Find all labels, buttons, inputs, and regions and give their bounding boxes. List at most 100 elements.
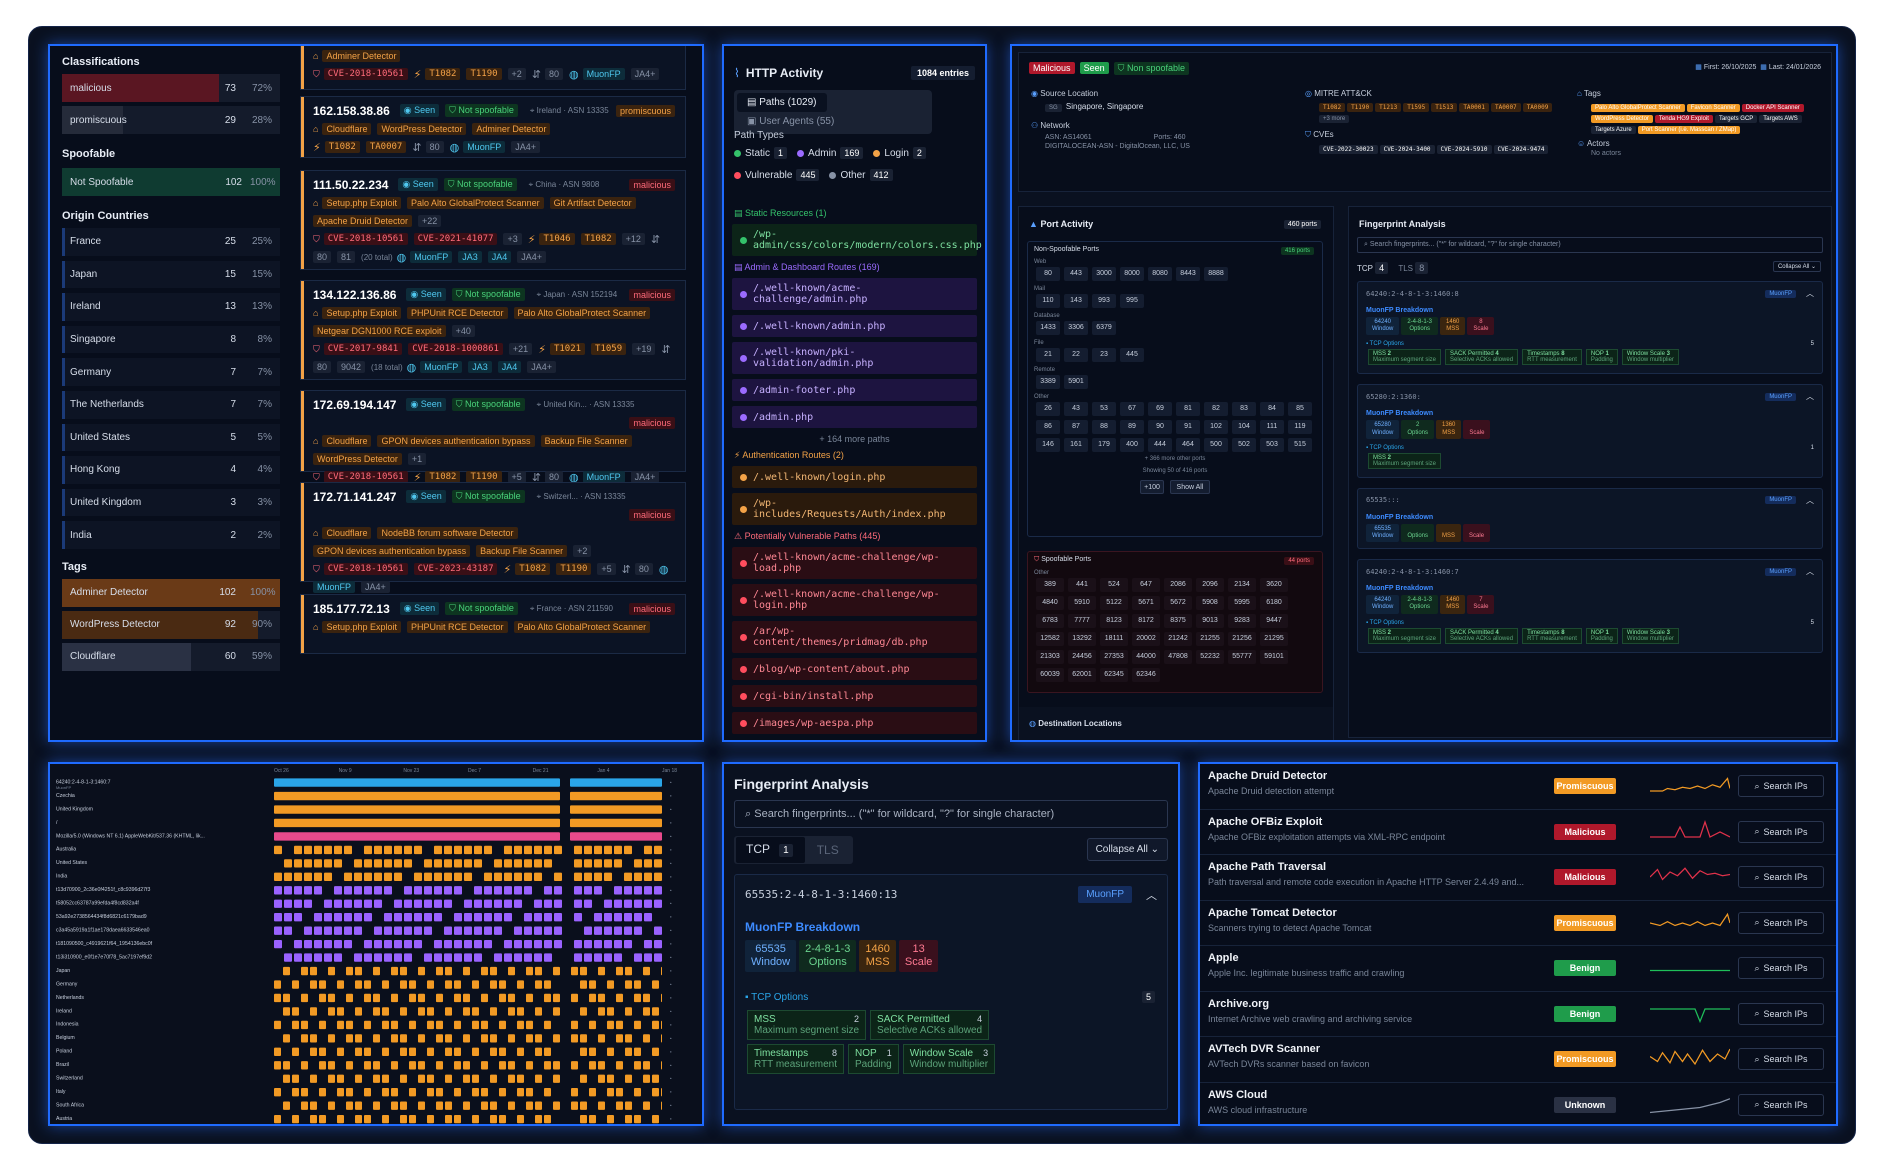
- signal-row[interactable]: AWS Cloud AWS cloud infrastructure Unknown…: [1200, 1083, 1836, 1125]
- port-chip[interactable]: 3389: [1036, 375, 1060, 389]
- port-chip[interactable]: 21: [1036, 348, 1060, 362]
- country-row[interactable]: The Netherlands 7 7%: [62, 390, 280, 419]
- search-ips-button[interactable]: ⌕ Search IPs: [1738, 1048, 1824, 1070]
- card-mitre[interactable]: T1082: [580, 233, 616, 245]
- port-chip[interactable]: 87: [1064, 420, 1088, 434]
- spoofable-port-chip[interactable]: 5671: [1132, 596, 1160, 610]
- port-chip[interactable]: 3000: [1092, 267, 1116, 281]
- spoofable-port-chip[interactable]: 24456: [1068, 650, 1096, 664]
- spoofable-port-chip[interactable]: 62346: [1132, 668, 1160, 682]
- port-chip[interactable]: 84: [1260, 402, 1284, 416]
- card-tag[interactable]: Apache Druid Detector: [313, 215, 413, 227]
- spoofable-row[interactable]: Not Spoofable 102 100%: [62, 168, 280, 196]
- signal-row[interactable]: Apache Druid Detector Apache Druid detect…: [1200, 764, 1836, 810]
- card-tag[interactable]: GPON devices authentication bypass: [377, 435, 535, 447]
- port-chip[interactable]: 82: [1204, 402, 1228, 416]
- spoofable-port-chip[interactable]: 4840: [1036, 596, 1064, 610]
- card-tag[interactable]: Palo Alto GlobalProtect Scanner: [513, 621, 651, 633]
- spoofable-port-chip[interactable]: 21242: [1164, 632, 1192, 646]
- spoofable-port-chip[interactable]: 524: [1100, 578, 1128, 592]
- spoofable-port-chip[interactable]: 7777: [1068, 614, 1096, 628]
- card-tag[interactable]: Setup.php Exploit: [322, 621, 401, 633]
- path-type-admin[interactable]: Admin 169: [797, 146, 865, 160]
- spoofable-port-chip[interactable]: 21256: [1228, 632, 1256, 646]
- http-path[interactable]: /ar/wp-content/themes/pridmag/db.php: [732, 621, 977, 653]
- path-type-vulnerable[interactable]: Vulnerable 445: [734, 168, 821, 182]
- tab-tls[interactable]: TLS: [816, 843, 839, 857]
- port-chip[interactable]: 22: [1064, 348, 1088, 362]
- http-path[interactable]: /.well-known/acme-challenge/admin.php: [732, 278, 977, 310]
- spoofable-port-chip[interactable]: 12582: [1036, 632, 1064, 646]
- http-path[interactable]: /admin-footer.php: [732, 379, 977, 401]
- card-mitre[interactable]: T1190: [466, 68, 502, 80]
- detail-mitre-chip[interactable]: T1190: [1347, 103, 1374, 112]
- fp-big-search[interactable]: ⌕ Search fingerprints... ("*" for wildca…: [734, 800, 1168, 828]
- signal-row[interactable]: AVTech DVR Scanner AVTech DVRs scanner ba…: [1200, 1037, 1836, 1083]
- port-chip[interactable]: 26: [1036, 402, 1060, 416]
- port-chip[interactable]: 464: [1176, 438, 1200, 452]
- http-path[interactable]: /.well-known/admin.php: [732, 315, 977, 337]
- port-chip[interactable]: 503: [1260, 438, 1284, 452]
- collapse-all-button[interactable]: Collapse All ⌄: [1086, 838, 1168, 861]
- card-mitre[interactable]: T1021: [549, 343, 586, 355]
- chevron-up-icon[interactable]: ︿: [1146, 889, 1157, 902]
- card-mitre[interactable]: T1046: [539, 233, 575, 245]
- port-chip[interactable]: 102: [1204, 420, 1228, 434]
- card-tag[interactable]: Palo Alto GlobalProtect Scanner: [407, 197, 544, 209]
- ip-address[interactable]: 185.177.72.13: [313, 601, 390, 616]
- spoofable-port-chip[interactable]: 2086: [1164, 578, 1192, 592]
- card-cve[interactable]: CVE-2018-10561: [323, 563, 408, 575]
- country-row[interactable]: Germany 7 7%: [62, 358, 280, 386]
- country-row[interactable]: United Kingdom 3 3%: [62, 488, 280, 517]
- port-chip[interactable]: 80: [1036, 267, 1060, 281]
- port-chip[interactable]: 993: [1092, 294, 1116, 308]
- port-chip[interactable]: 85: [1288, 402, 1312, 416]
- card-mitre[interactable]: T1082: [515, 563, 551, 575]
- card-cve[interactable]: CVE-2017-9841: [323, 343, 403, 355]
- detail-tag-chip[interactable]: Tenda HG9 Exploit: [1654, 115, 1713, 123]
- port-chip[interactable]: 8888: [1204, 267, 1228, 281]
- path-type-static[interactable]: Static 1: [734, 146, 789, 160]
- ip-card[interactable]: ⌂ Adminer Detector ⛉ CVE-2018-10561 ⚡ T1082 T1…: [300, 46, 686, 90]
- signal-row[interactable]: Apache Path Traversal Path traversal and …: [1200, 855, 1836, 901]
- card-tag-more[interactable]: +1: [407, 453, 427, 465]
- detail-mitre-chip[interactable]: TA0009: [1522, 103, 1553, 112]
- search-ips-button[interactable]: ⌕ Search IPs: [1738, 866, 1824, 888]
- spoofable-port-chip[interactable]: 5908: [1196, 596, 1224, 610]
- spoofable-port-chip[interactable]: 62345: [1100, 668, 1128, 682]
- detail-tag-chip[interactable]: Favicon Scanner: [1686, 104, 1740, 112]
- card-mitre[interactable]: T1190: [556, 563, 592, 575]
- port-chip[interactable]: 110: [1036, 294, 1060, 308]
- ip-card[interactable]: 134.122.136.86 ◉ Seen ⛉ Not spoofable ⌖ Jap…: [300, 280, 686, 380]
- port-chip[interactable]: 104: [1232, 420, 1256, 434]
- card-tag[interactable]: GPON devices authentication bypass: [313, 545, 471, 557]
- country-row[interactable]: United States 5 5%: [62, 423, 280, 452]
- spoofable-port-chip[interactable]: 5122: [1100, 596, 1128, 610]
- spoofable-port-chip[interactable]: 44000: [1132, 650, 1160, 664]
- port-chip[interactable]: 81: [1176, 402, 1200, 416]
- signal-row[interactable]: Apache OFBiz Exploit Apache OFBiz exploit…: [1200, 810, 1836, 855]
- spoofable-port-chip[interactable]: 2134: [1228, 578, 1256, 592]
- collapse-all-small[interactable]: Collapse All ⌄: [1772, 261, 1821, 272]
- ip-address[interactable]: 162.158.38.86: [313, 103, 390, 118]
- spoofable-port-chip[interactable]: 5910: [1068, 596, 1096, 610]
- port-chip[interactable]: 5901: [1064, 375, 1088, 389]
- spoofable-port-chip[interactable]: 6180: [1260, 596, 1288, 610]
- detail-tag-chip[interactable]: Targets GCP: [1714, 115, 1758, 123]
- spoofable-port-chip[interactable]: 55777: [1228, 650, 1256, 664]
- port-chip[interactable]: 179: [1092, 438, 1116, 452]
- path-type-other[interactable]: Other 412: [829, 168, 894, 182]
- http-path[interactable]: /.well-known/login.php: [732, 466, 977, 488]
- ip-address[interactable]: 134.122.136.86: [313, 287, 397, 302]
- spoofable-port-chip[interactable]: 9013: [1196, 614, 1224, 628]
- detail-cve-chip[interactable]: CVE-2024-9474: [1493, 145, 1549, 154]
- search-ips-button[interactable]: ⌕ Search IPs: [1738, 1093, 1824, 1116]
- detail-mitre-chip[interactable]: T1082: [1319, 103, 1346, 112]
- card-mitre[interactable]: T1190: [466, 471, 502, 483]
- chevron-up-icon[interactable]: ︿: [1806, 392, 1814, 402]
- port-chip[interactable]: 88: [1092, 420, 1116, 434]
- detail-cve-chip[interactable]: CVE-2024-5910: [1436, 145, 1492, 154]
- card-tag[interactable]: Netgear DGN1000 RCE exploit: [313, 325, 446, 337]
- ip-card[interactable]: 162.158.38.86 ◉ Seen ⛉ Not spoofable ⌖ Irel…: [300, 96, 686, 158]
- http-path[interactable]: /.well-known/acme-challenge/wp-load.php: [732, 547, 977, 579]
